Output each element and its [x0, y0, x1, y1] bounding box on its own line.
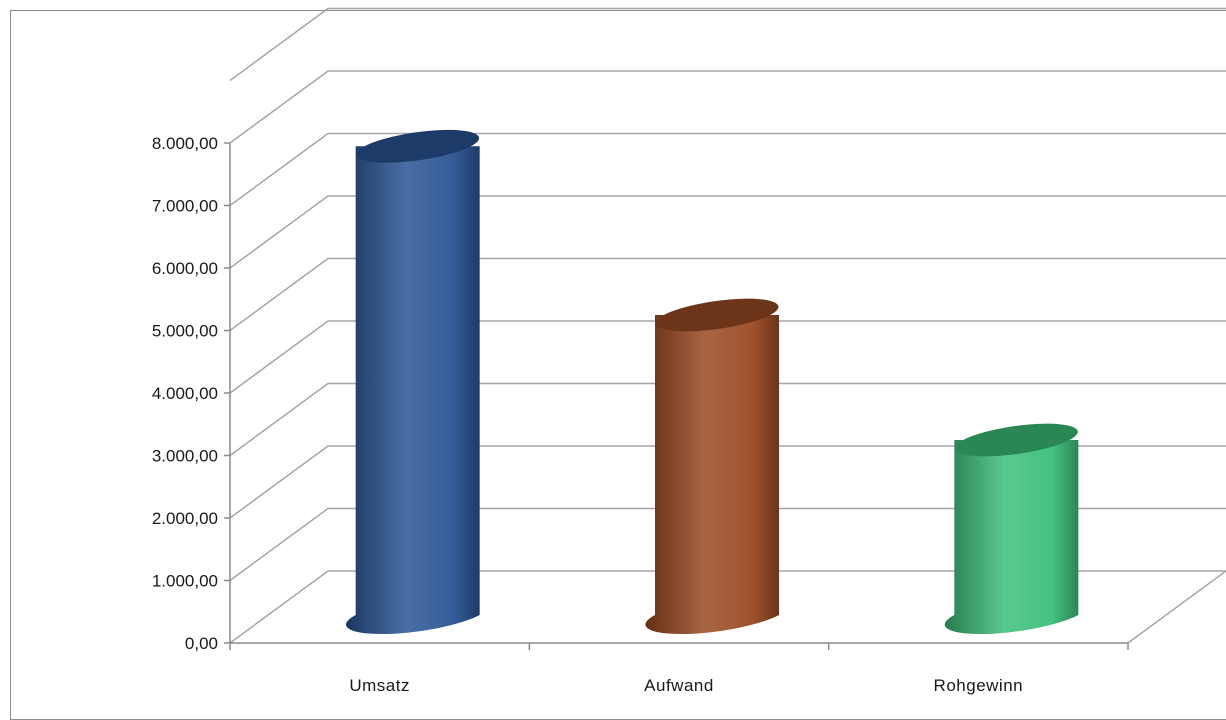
gridline [229, 70, 1226, 144]
gridline [229, 320, 1226, 394]
y-tick-label: 3.000,00 [152, 447, 218, 466]
gridline [229, 132, 1226, 207]
gridline [229, 7, 1226, 82]
y-tick-label: 1.000,00 [152, 572, 218, 591]
y-tick-label: 0,00 [185, 634, 218, 653]
x-category-label: Rohgewinn [934, 676, 1024, 695]
gridline [229, 382, 1226, 457]
gridline [229, 507, 1226, 582]
bar-body [346, 146, 480, 635]
y-tick-label: 8.000,00 [152, 134, 218, 153]
x-category-label: Umsatz [349, 676, 410, 695]
bar-umsatz [346, 129, 480, 635]
gridline [229, 195, 1226, 269]
gridline [229, 257, 1226, 332]
y-tick-label: 6.000,00 [152, 259, 218, 278]
floor-right-edge [1127, 570, 1226, 644]
x-category-label: Aufwand [644, 676, 714, 695]
floor-back-edge [229, 570, 1226, 644]
bar-body [645, 315, 779, 635]
bar-rohgewinn [944, 423, 1079, 635]
y-tick-label: 5.000,00 [152, 322, 218, 341]
bar-top [356, 129, 480, 163]
y-tick-label: 7.000,00 [152, 197, 218, 216]
bar-body [944, 440, 1079, 635]
bar-top [954, 423, 1078, 457]
bar-aufwand [645, 298, 779, 635]
y-tick-label: 4.000,00 [152, 384, 218, 403]
y-tick-label: 2.000,00 [152, 509, 218, 528]
gridline [229, 445, 1226, 519]
bar-top [655, 298, 779, 332]
